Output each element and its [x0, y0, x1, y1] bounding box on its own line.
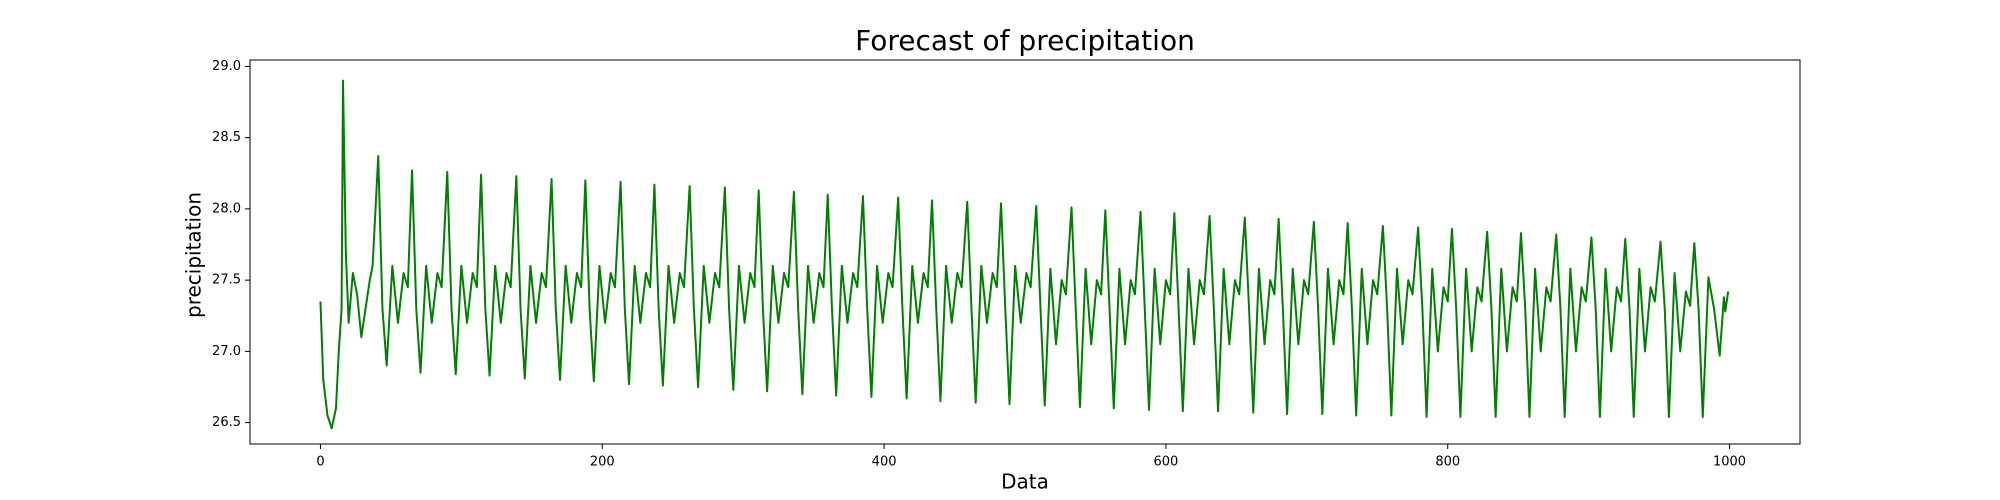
- y-tick-label: 28.0: [212, 201, 241, 216]
- y-tick-label: 27.0: [212, 344, 241, 359]
- x-tick-label: 1000: [1713, 455, 1746, 470]
- y-tick-label: 29.0: [212, 59, 241, 74]
- x-tick-label: 400: [872, 455, 897, 470]
- y-tick-label: 28.5: [212, 130, 241, 145]
- chart-title: Forecast of precipitation: [855, 24, 1195, 57]
- x-tick-label: 800: [1435, 455, 1460, 470]
- x-tick-label: 600: [1153, 455, 1178, 470]
- y-axis-label: precipitation: [182, 192, 206, 318]
- x-tick-label: 0: [316, 455, 324, 470]
- x-axis-label: Data: [1001, 470, 1049, 494]
- x-tick-label: 200: [590, 455, 615, 470]
- y-tick-label: 26.5: [212, 415, 241, 430]
- plot-frame: [249, 59, 1801, 445]
- line-series: [319, 79, 1730, 430]
- y-tick-label: 27.5: [212, 273, 241, 288]
